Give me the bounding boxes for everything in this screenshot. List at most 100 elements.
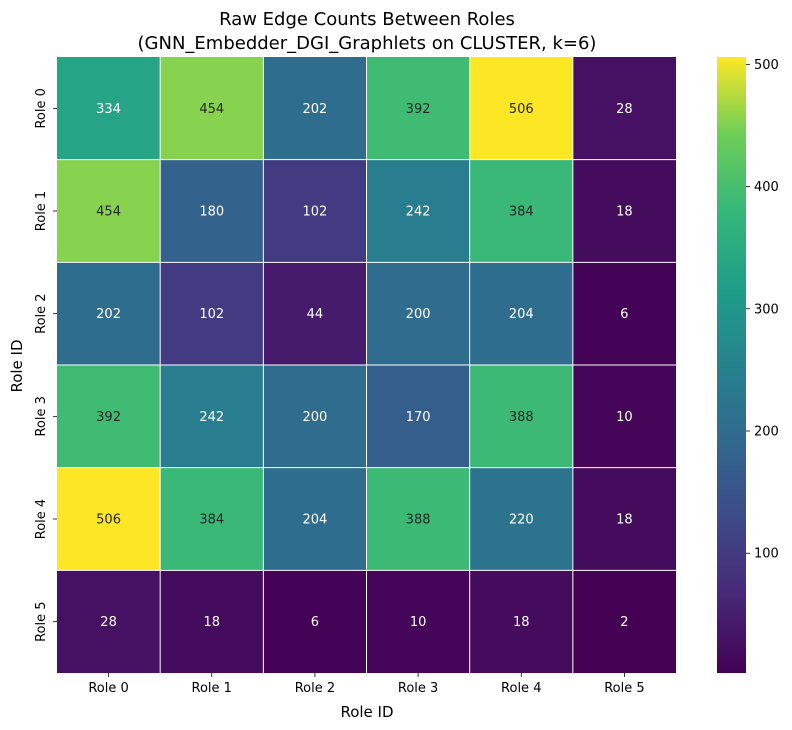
cell-value-label: 18 [203,615,220,630]
heatmap-cell [160,159,264,263]
cell-value-label: 102 [199,307,224,322]
heatmap-cell [366,159,470,263]
heatmap-cell [57,570,161,674]
colorbar-tick-label: 300 [754,302,779,317]
heatmap-cell [366,467,470,571]
cell-value-label: 204 [509,307,534,322]
heatmap-cell [366,365,470,468]
cell-value-label: 220 [509,513,534,528]
cell-value-label: 506 [96,513,121,528]
heatmap-cell [57,57,161,160]
heatmap-cell [572,57,677,160]
y-tick-label: Role 4 [34,499,49,539]
cell-value-label: 6 [311,615,319,630]
cell-value-label: 334 [96,102,121,117]
chart-title-line1: Raw Edge Counts Between Roles [219,9,515,30]
cell-value-label: 200 [303,410,328,425]
cell-value-label: 202 [303,102,328,117]
cell-value-label: 10 [616,410,633,425]
y-axis-label: Role ID [8,339,26,392]
heatmap-cell [160,262,264,366]
cell-value-label: 28 [616,102,633,117]
x-tick-label: Role 3 [398,681,438,696]
cell-value-label: 388 [406,513,431,528]
heatmap-cell [160,57,264,160]
heatmap-cell [469,365,573,468]
cell-gridlines [57,57,677,674]
x-tick-label: Role 0 [88,681,128,696]
heatmap-cell [572,365,677,468]
heatmap-cell [160,570,264,674]
cell-value-label: 242 [406,205,431,220]
cell-value-label: 180 [199,205,224,220]
colorbar-tick-label: 100 [754,547,779,562]
cell-value-label: 454 [199,102,224,117]
cell-value-label: 506 [509,102,534,117]
x-tick-label: Role 2 [295,681,335,696]
cell-value-label: 10 [410,615,427,630]
x-tick-label: Role 4 [501,681,541,696]
colorbar-tick-label: 500 [754,58,779,73]
heatmap-cell [263,159,367,263]
heatmap-cell [263,262,367,366]
cell-value-label: 384 [509,205,534,220]
heatmap-cell [57,467,161,571]
colorbar [717,57,746,673]
colorbar-ticks: 100 200 300 400 500 [746,58,779,562]
heatmap-cell [57,159,161,263]
x-tick-label: Role 1 [192,681,232,696]
heatmap-cell [469,467,573,571]
heatmap-cell [366,57,470,160]
heatmap-cell [469,262,573,366]
chart-title-line2: (GNN_Embedder_DGI_Graphlets on CLUSTER, … [138,33,597,54]
cell-value-label: 102 [303,205,328,220]
heatmap-cell [366,262,470,366]
heatmap-cell [160,365,264,468]
heatmap-cell [572,467,677,571]
cell-value-label: 18 [616,205,633,220]
cell-value-label: 202 [96,307,121,322]
x-axis-ticks: Role 0 Role 1 Role 2 Role 3 Role 4 Role 5 [88,673,645,696]
heatmap-cell [263,365,367,468]
y-tick-label: Role 2 [34,293,49,333]
heatmap-cell [469,570,573,674]
y-tick-label: Role 0 [34,88,49,128]
cell-value-label: 454 [96,205,121,220]
cell-value-label: 44 [307,307,324,322]
y-tick-label: Role 5 [34,601,49,641]
heatmap-cell [572,159,677,263]
cell-value-label: 388 [509,410,534,425]
cell-value-label: 204 [303,513,328,528]
x-tick-label: Role 5 [604,681,644,696]
y-tick-label: Role 3 [34,396,49,436]
cell-value-label: 28 [100,615,117,630]
heatmap-cell [57,365,161,468]
heatmap-cell [160,467,264,571]
heatmap-cells [57,57,677,674]
cell-value-label: 18 [616,513,633,528]
cell-value-label: 392 [406,102,431,117]
heatmap-cell [469,57,573,160]
heatmap-cell [366,570,470,674]
y-axis-ticks: Role 0 Role 1 Role 2 Role 3 Role 4 Role 5 [34,88,57,642]
heatmap-cell [263,467,367,571]
cell-value-label: 384 [199,513,224,528]
heatmap-cell [572,570,677,674]
heatmap-cell [263,570,367,674]
x-axis-label: Role ID [340,703,393,721]
heatmap-cell [469,159,573,263]
cell-value-label: 170 [406,410,431,425]
colorbar-tick-label: 400 [754,180,779,195]
cell-value-label: 6 [620,307,628,322]
heatmap-cell [572,262,677,366]
cell-value-label: 18 [513,615,530,630]
colorbar-tick-label: 200 [754,425,779,440]
cell-value-label: 392 [96,410,121,425]
cell-value-label: 2 [620,615,628,630]
cell-value-label: 242 [199,410,224,425]
heatmap-cell [57,262,161,366]
heatmap-cell [263,57,367,160]
cell-value-label: 200 [406,307,431,322]
